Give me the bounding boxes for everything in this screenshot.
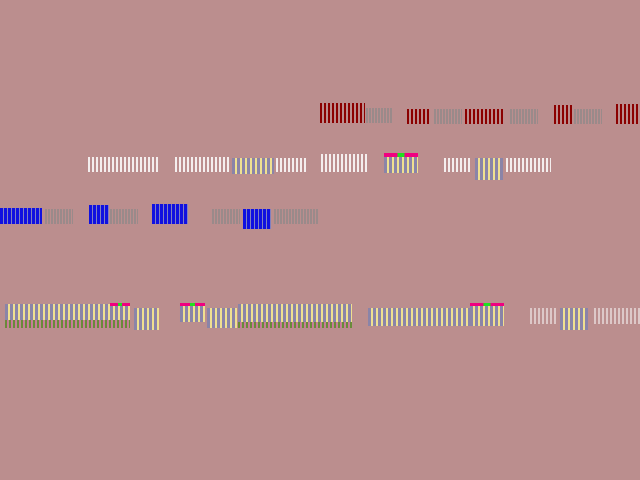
noise-block xyxy=(110,303,130,306)
noise-block xyxy=(212,209,240,224)
noise-block xyxy=(89,205,109,224)
noise-block xyxy=(0,208,42,224)
noise-block xyxy=(574,109,602,124)
noise-block xyxy=(384,157,418,173)
noise-block xyxy=(238,304,352,322)
noise-block xyxy=(470,303,504,306)
noise-block xyxy=(180,303,205,306)
noise-block xyxy=(366,108,392,123)
noise-block xyxy=(110,209,138,224)
noise-block xyxy=(530,308,558,324)
noise-block xyxy=(175,157,230,172)
noise-block xyxy=(243,209,271,229)
noise-block xyxy=(152,204,188,224)
noise-block xyxy=(470,306,504,326)
noise-block xyxy=(134,308,159,330)
noise-block xyxy=(276,158,306,172)
noise-block xyxy=(475,158,503,180)
noise-block xyxy=(232,158,274,174)
noise-block xyxy=(465,109,505,124)
noise-block xyxy=(594,308,640,324)
noise-block xyxy=(444,158,472,172)
noise-block xyxy=(554,105,572,124)
noise-block xyxy=(506,158,551,172)
noise-block xyxy=(180,306,205,322)
noise-block xyxy=(510,109,538,124)
noise-block xyxy=(45,209,73,224)
noise-block xyxy=(274,209,319,224)
noise-block xyxy=(434,109,462,124)
noise-block xyxy=(560,308,588,330)
noise-block xyxy=(368,308,472,326)
noise-block xyxy=(88,157,160,172)
noise-block xyxy=(321,154,369,172)
noise-block xyxy=(616,104,640,124)
noise-block xyxy=(407,109,431,124)
noise-block xyxy=(5,304,130,320)
noise-block xyxy=(320,103,365,123)
noise-block xyxy=(5,320,130,328)
noise-block xyxy=(384,153,418,157)
noise-block xyxy=(238,322,352,328)
noise-block xyxy=(207,308,237,328)
